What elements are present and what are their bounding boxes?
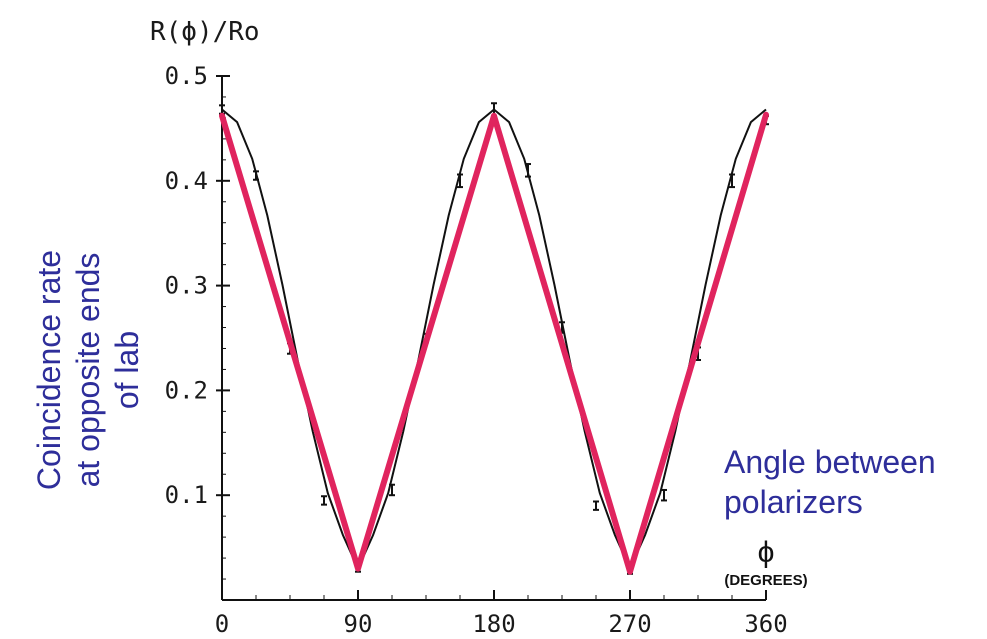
error-bar-point bbox=[321, 495, 327, 506]
error-bar-point bbox=[661, 488, 667, 502]
x-tick-label: 360 bbox=[744, 610, 787, 638]
x-annotation-line-2: polarizers bbox=[724, 484, 863, 520]
x-tick-label: 270 bbox=[608, 610, 651, 638]
error-bar-point bbox=[457, 173, 463, 189]
error-bar-point bbox=[593, 500, 599, 511]
x-axis-unit: (DEGREES) bbox=[724, 572, 807, 589]
y-axis-title: R(ϕ)/Ro bbox=[150, 17, 260, 47]
x-tick-label: 180 bbox=[472, 610, 515, 638]
linear-prediction-line bbox=[219, 111, 769, 575]
x-tick-label: 0 bbox=[215, 610, 229, 638]
red-prediction-line bbox=[219, 111, 769, 575]
y-tick-label: 0.5 bbox=[165, 62, 208, 90]
y-tick-label: 0.3 bbox=[165, 272, 208, 300]
y-axis-ticks: 0.1 0.2 0.3 0.4 0.5 bbox=[165, 62, 230, 580]
x-annotation-line-1: Angle between bbox=[724, 444, 936, 480]
y-tick-label: 0.1 bbox=[165, 481, 208, 509]
error-bar-point bbox=[389, 483, 395, 497]
y-tick-label: 0.4 bbox=[165, 167, 208, 195]
y-annotation-line-1: Coincidence rate bbox=[31, 250, 67, 490]
y-annotation-line-2: at opposite ends bbox=[70, 253, 106, 488]
y-side-annotation: Coincidence rate at opposite ends of lab bbox=[31, 250, 145, 490]
x-tick-label: 90 bbox=[344, 610, 373, 638]
error-bar-point bbox=[729, 173, 735, 189]
error-bar-point bbox=[525, 163, 531, 178]
fit-curve bbox=[221, 108, 767, 572]
fit-curve-line bbox=[221, 108, 767, 572]
error-bar-points bbox=[219, 102, 769, 575]
x-axis-symbol: ϕ bbox=[758, 536, 775, 569]
error-bar-point bbox=[253, 170, 259, 181]
y-annotation-line-3: of lab bbox=[109, 331, 145, 409]
x-axis-ticks: 0 90 180 270 360 bbox=[215, 590, 788, 638]
y-tick-label: 0.2 bbox=[165, 376, 208, 404]
